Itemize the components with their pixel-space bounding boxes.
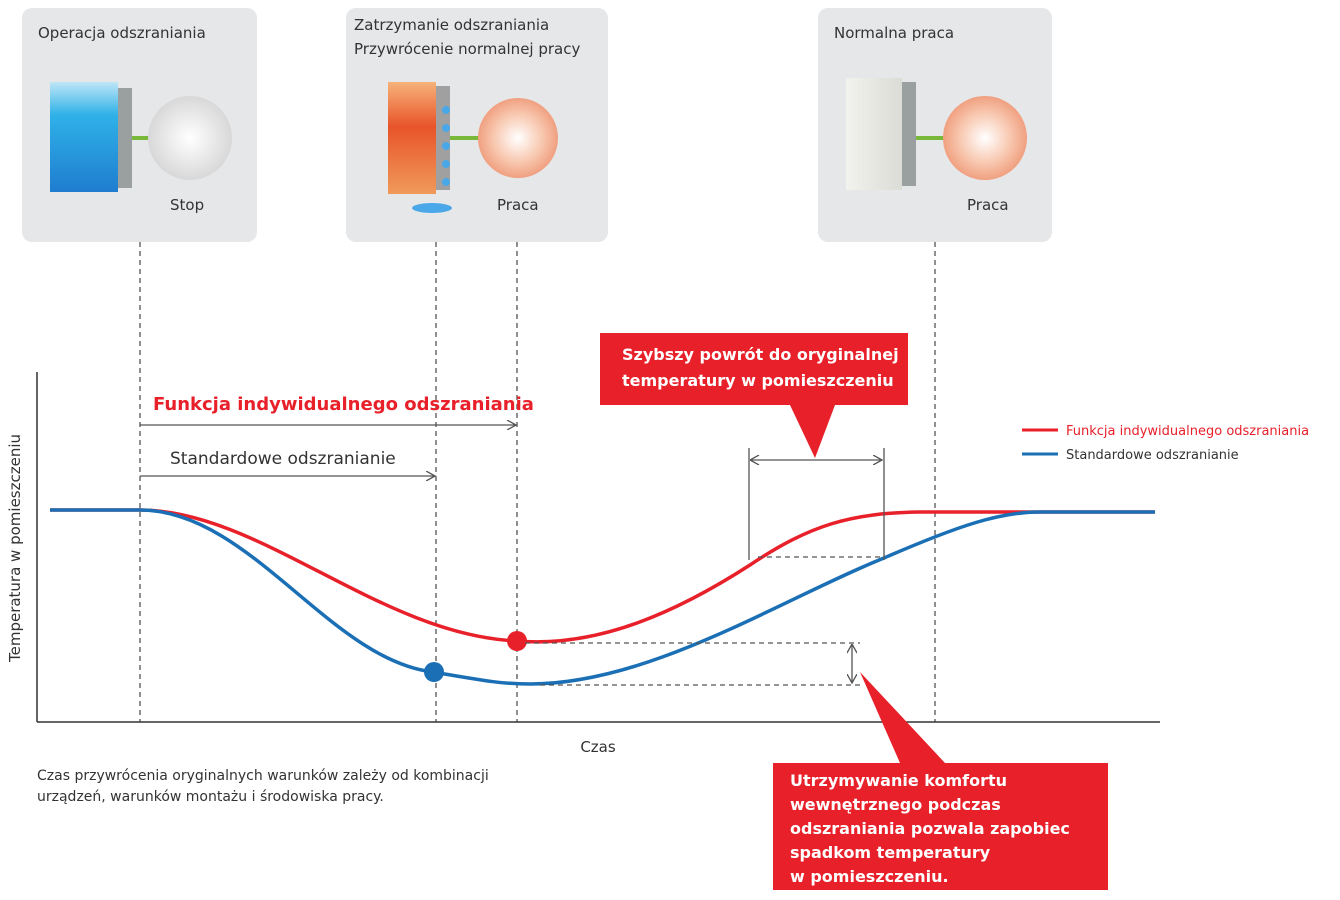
panel: Normalna praca Praca (818, 8, 1052, 242)
individual-point (507, 631, 527, 651)
individual-curve (50, 508, 1155, 644)
standard-point (424, 662, 444, 682)
callout-text: odszraniania pozwala zapobiec (790, 819, 1070, 838)
indoor-unit-icon (478, 98, 558, 178)
callout-box (773, 672, 1108, 890)
callout-text: Szybszy powrót do oryginalnej (622, 345, 899, 364)
note: urządzeń, warunków montażu i środowiska … (37, 789, 384, 805)
guides (139, 242, 936, 722)
standard-label: Standardowe odszranianie (170, 449, 396, 469)
note: Czas przywrócenia oryginalnych warunków … (37, 768, 489, 784)
panel-title: Zatrzymanie odszraniania (354, 16, 549, 34)
panel-status: Praca (967, 196, 1009, 214)
individual-label: Funkcja indywidualnego odszraniania (153, 394, 534, 415)
legend-label: Funkcja indywidualnego odszraniania (1066, 424, 1309, 439)
callout-box (600, 333, 908, 458)
x-axis-label: Czas (580, 738, 616, 756)
outdoor-unit-icon (50, 82, 118, 192)
outdoor-unit-side (436, 86, 450, 190)
indoor-unit-icon (943, 96, 1027, 180)
outdoor-unit-side (118, 88, 132, 188)
callout-text: spadkom temperatury (790, 843, 991, 862)
callout-text: wewnętrznego podczas (790, 795, 1001, 814)
panel: Zatrzymanie odszraniania Przywrócenie no… (346, 8, 608, 242)
callout-text: w pomieszczeniu. (790, 867, 949, 886)
outdoor-unit-icon (388, 82, 436, 194)
panel-title: Operacja odszraniania (38, 24, 206, 42)
panel-status: Praca (497, 196, 539, 214)
indoor-unit-icon (148, 96, 232, 180)
water-drops (412, 106, 452, 213)
y-axis-label: Temperatura w pomieszczeniu (6, 434, 24, 663)
panel: Operacja odszraniania Stop (22, 8, 257, 242)
callout-bottom: Utrzymywanie komfortu wewnętrznego podcz… (773, 672, 1108, 890)
outdoor-unit-icon (846, 78, 902, 190)
panel-title: Przywrócenie normalnej pracy (354, 40, 580, 58)
panel-status: Stop (170, 196, 204, 214)
legend-label: Standardowe odszranianie (1066, 448, 1239, 463)
standard-curve (50, 508, 1155, 686)
callout-text: temperatury w pomieszczeniu (622, 371, 894, 390)
outdoor-unit-side (902, 82, 916, 186)
panel-title: Normalna praca (834, 24, 954, 42)
callout-text: Utrzymywanie komfortu (790, 771, 1007, 790)
callout-top: Szybszy powrót do oryginalnej temperatur… (600, 333, 908, 458)
